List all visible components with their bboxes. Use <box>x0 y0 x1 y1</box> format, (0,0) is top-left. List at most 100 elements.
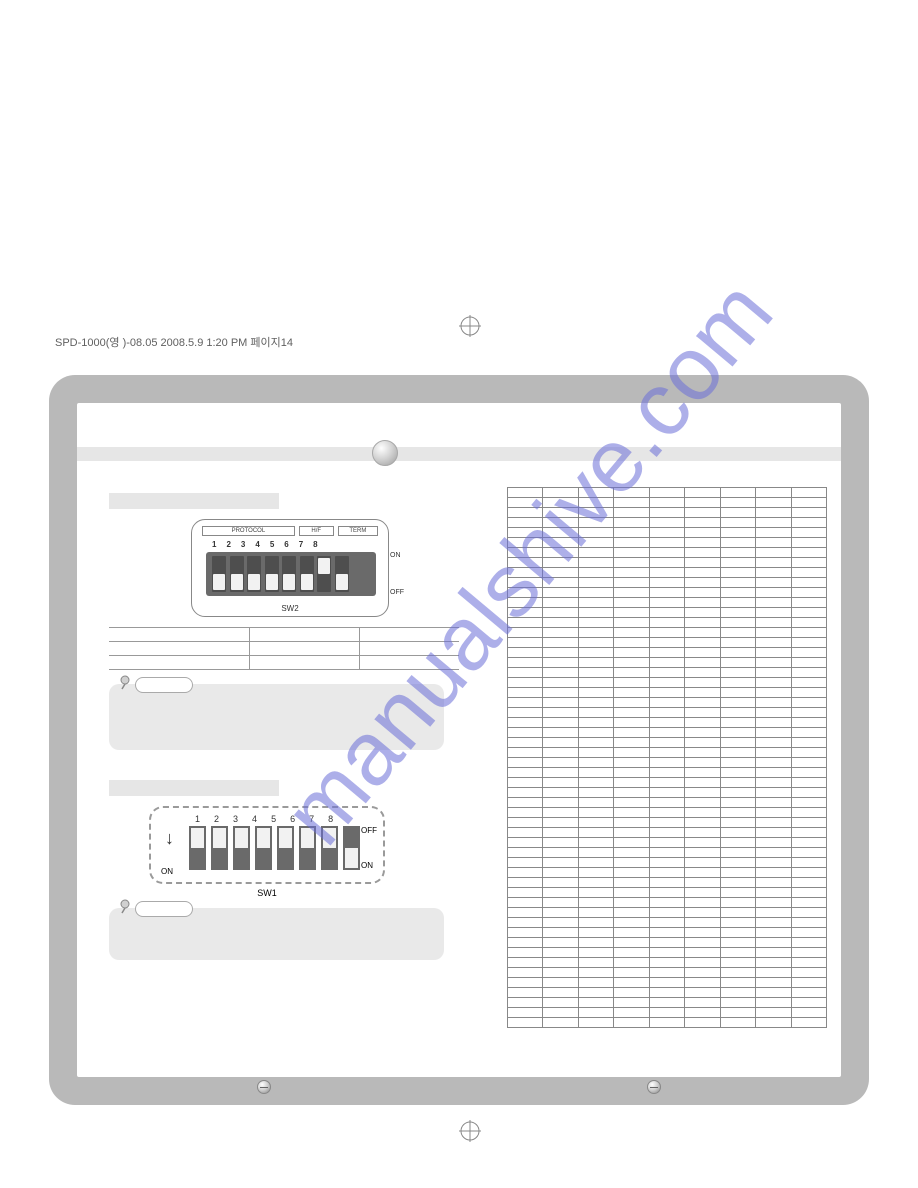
table-cell <box>578 878 613 888</box>
table-cell <box>791 718 827 728</box>
table-cell <box>649 518 684 528</box>
table-cell <box>649 708 684 718</box>
table-cell <box>685 568 720 578</box>
table-cell <box>614 498 649 508</box>
table-cell <box>791 808 827 818</box>
table-cell <box>649 718 684 728</box>
table-cell <box>508 658 543 668</box>
on-text: ON <box>361 861 377 870</box>
table-row <box>508 808 827 818</box>
table-cell <box>578 718 613 728</box>
table-cell <box>685 508 720 518</box>
table-cell <box>614 678 649 688</box>
table-cell <box>578 488 613 498</box>
table-cell <box>543 628 578 638</box>
table-cell <box>508 598 543 608</box>
address-table <box>507 487 827 1028</box>
table-cell <box>649 848 684 858</box>
table-cell <box>614 798 649 808</box>
table-cell <box>720 988 755 998</box>
table-cell <box>578 728 613 738</box>
table-cell <box>578 518 613 528</box>
table-cell <box>508 838 543 848</box>
table-cell <box>508 738 543 748</box>
table-cell <box>508 998 543 1008</box>
table-row <box>508 838 827 848</box>
table-row <box>508 988 827 998</box>
table-cell <box>578 888 613 898</box>
table-cell <box>614 598 649 608</box>
table-cell <box>685 498 720 508</box>
table-cell <box>791 578 827 588</box>
table-cell <box>543 978 578 988</box>
table-row <box>508 598 827 608</box>
dip-num: 4 <box>255 540 259 549</box>
table-cell <box>578 608 613 618</box>
table-cell <box>614 838 649 848</box>
table-cell <box>649 898 684 908</box>
table-cell <box>720 498 755 508</box>
dip-switch-slot <box>230 556 244 592</box>
table-cell <box>649 968 684 978</box>
table-cell <box>720 588 755 598</box>
table-cell <box>756 628 791 638</box>
table-cell <box>791 948 827 958</box>
table-cell <box>791 848 827 858</box>
table-cell <box>614 658 649 668</box>
dip-num: 2 <box>226 540 230 549</box>
table-cell <box>543 578 578 588</box>
table-cell <box>685 528 720 538</box>
table-cell <box>614 1008 649 1018</box>
table-cell <box>578 898 613 908</box>
table-cell <box>614 928 649 938</box>
table-cell <box>578 788 613 798</box>
table-cell <box>614 748 649 758</box>
table-cell <box>649 758 684 768</box>
table-cell <box>649 808 684 818</box>
table-cell <box>543 768 578 778</box>
table-row <box>508 968 827 978</box>
table-cell <box>685 888 720 898</box>
table-cell <box>756 918 791 928</box>
table-row <box>508 1008 827 1018</box>
protocol-label: PROTOCOL <box>202 526 295 536</box>
table-row <box>508 718 827 728</box>
table-cell <box>578 968 613 978</box>
table-cell <box>508 538 543 548</box>
table-cell <box>543 958 578 968</box>
table-cell <box>508 498 543 508</box>
dip-num: 4 <box>252 814 257 824</box>
table-cell <box>508 548 543 558</box>
table-cell <box>578 938 613 948</box>
table-cell <box>543 678 578 688</box>
table-cell <box>649 888 684 898</box>
table-cell <box>614 608 649 618</box>
table-cell <box>685 828 720 838</box>
table-cell <box>578 628 613 638</box>
table-cell <box>578 708 613 718</box>
table-cell <box>614 988 649 998</box>
table-cell <box>756 728 791 738</box>
table-cell <box>543 538 578 548</box>
table-cell <box>685 1018 720 1028</box>
table-cell <box>508 1008 543 1018</box>
table-row <box>508 748 827 758</box>
table-cell <box>685 778 720 788</box>
table-cell <box>508 918 543 928</box>
table-cell <box>543 968 578 978</box>
table-cell <box>543 488 578 498</box>
dip-switch-handle <box>345 848 358 868</box>
table-cell <box>543 868 578 878</box>
table-cell <box>649 528 684 538</box>
table-cell <box>791 928 827 938</box>
table-cell <box>791 918 827 928</box>
table-cell <box>508 578 543 588</box>
table-row <box>508 938 827 948</box>
table-cell <box>578 868 613 878</box>
table-cell <box>508 888 543 898</box>
table-row <box>508 818 827 828</box>
table-cell <box>649 628 684 638</box>
table-cell <box>543 1018 578 1028</box>
table-cell <box>578 578 613 588</box>
table-cell <box>578 698 613 708</box>
